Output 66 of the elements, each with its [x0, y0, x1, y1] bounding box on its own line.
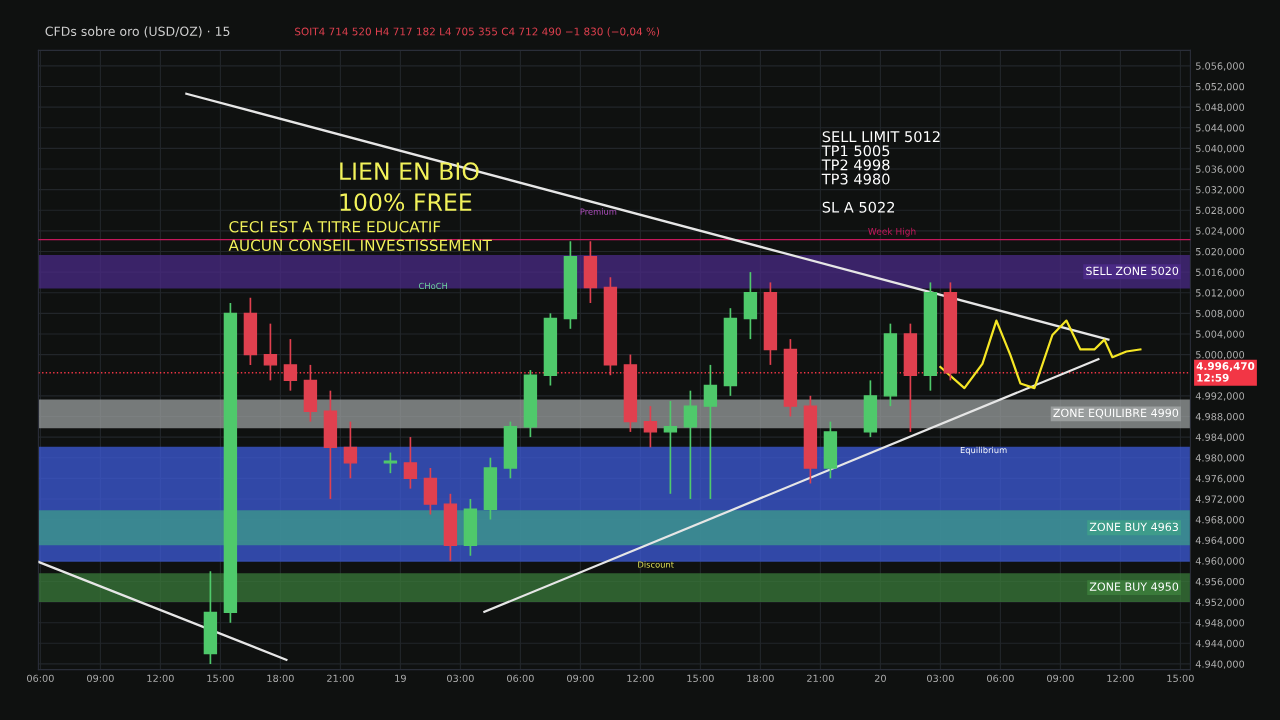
x-tick-label: 15:00 — [207, 674, 234, 682]
x-tick-label: 09:00 — [567, 674, 594, 682]
x-tick-label: 06:00 — [27, 674, 54, 682]
annotation: SELL LIMIT 5012 TP1 5005 TP2 4998 TP3 4980 SL A 5022 — [821, 131, 940, 213]
y-tick-label: 4.952,000 — [1195, 598, 1245, 607]
y-tick-label: 5.040,000 — [1196, 144, 1245, 154]
y-tick-label: 4.984,000 — [1195, 433, 1245, 442]
band-label: ZONE BUY 4963 — [1089, 522, 1178, 532]
y-tick-label: 4.948,000 — [1195, 619, 1245, 628]
y-tick-label: 4.964,000 — [1195, 536, 1245, 546]
x-tick-label: 18:00 — [747, 674, 774, 682]
x-tick-label: 21:00 — [327, 674, 354, 682]
x-tick-label: 18:00 — [267, 674, 294, 682]
annotation: CECI EST A TITRE EDUCATIF — [229, 220, 441, 233]
annotation: Premium — [580, 208, 617, 215]
y-tick-label: 5.016,000 — [1196, 268, 1245, 277]
y-tick-label: 5.036,000 — [1196, 165, 1245, 174]
y-tick-label: 5.020,000 — [1196, 247, 1245, 257]
chart-title: CFDs sobre oro (USD/OZ) · 15 — [45, 26, 230, 38]
ref-line-label: Week High — [868, 227, 916, 237]
y-tick-label: 5.024,000 — [1196, 227, 1245, 236]
annotation: 100% FREE — [340, 193, 472, 212]
annotation: Equilibrium — [960, 446, 1007, 455]
band-label: ZONE EQUILIBRE 4990 — [1053, 408, 1179, 419]
y-tick-label: 5.032,000 — [1196, 186, 1245, 195]
y-tick-label: 4.968,000 — [1195, 516, 1245, 525]
x-tick-label: 12:00 — [627, 674, 654, 682]
y-tick-label: 4.940,000 — [1195, 660, 1245, 669]
x-tick-label: 03:00 — [447, 674, 474, 682]
annotation: AUCUN CONSEIL INVESTISSEMENT — [228, 239, 492, 252]
y-tick-label: 5.044,000 — [1196, 124, 1245, 133]
y-tick-label: 5.000,000 — [1196, 351, 1245, 360]
annotation: LIEN EN BIO — [340, 162, 479, 181]
y-tick-label: 5.056,000 — [1196, 62, 1245, 71]
y-tick-label: 5.008,000 — [1196, 309, 1245, 319]
x-tick-label: 15:00 — [687, 674, 714, 682]
y-tick-label: 5.012,000 — [1196, 289, 1245, 298]
y-tick-label: 5.048,000 — [1196, 103, 1245, 112]
y-tick-label: 4.988,000 — [1195, 412, 1245, 422]
y-tick-label: 4.976,000 — [1195, 474, 1245, 484]
y-tick-label: 5.052,000 — [1196, 82, 1245, 92]
annotation: Discount — [638, 561, 674, 568]
band-label: ZONE BUY 4950 — [1089, 582, 1179, 591]
x-tick-label: 21:00 — [807, 674, 834, 682]
x-tick-label: 09:00 — [1047, 674, 1074, 682]
y-tick-label: 4.992,000 — [1195, 392, 1245, 401]
annotation: CHoCH — [419, 282, 448, 290]
y-tick-label: 4.956,000 — [1195, 577, 1245, 587]
x-tick-label: 12:00 — [147, 674, 174, 682]
x-tick-label: 06:00 — [507, 674, 534, 682]
x-tick-label: 20 — [874, 674, 886, 682]
x-tick-label: 12:00 — [1107, 674, 1134, 682]
y-tick-label: 4.960,000 — [1195, 557, 1245, 566]
y-tick-label: 5.004,000 — [1196, 330, 1245, 339]
x-tick-label: 19 — [395, 674, 406, 682]
x-tick-label: 09:00 — [87, 674, 114, 682]
y-tick-label: 4.980,000 — [1195, 454, 1245, 463]
band-label: SELL ZONE 5020 — [1086, 266, 1179, 276]
y-tick-label: 4.944,000 — [1195, 639, 1245, 649]
x-tick-label: 06:00 — [987, 674, 1014, 682]
y-tick-label: 5.028,000 — [1196, 206, 1245, 216]
x-tick-label: 03:00 — [927, 674, 954, 682]
y-tick-label: 4.972,000 — [1195, 495, 1245, 504]
ref-line-label: 4.996,470 12:59 — [1196, 362, 1255, 382]
x-tick-label: 15:00 — [1167, 674, 1194, 682]
chart-subtitle: SOIT4 714 520 H4 717 182 L4 705 355 C4 712 490 −1 830 (−0,04 %) — [295, 27, 660, 37]
